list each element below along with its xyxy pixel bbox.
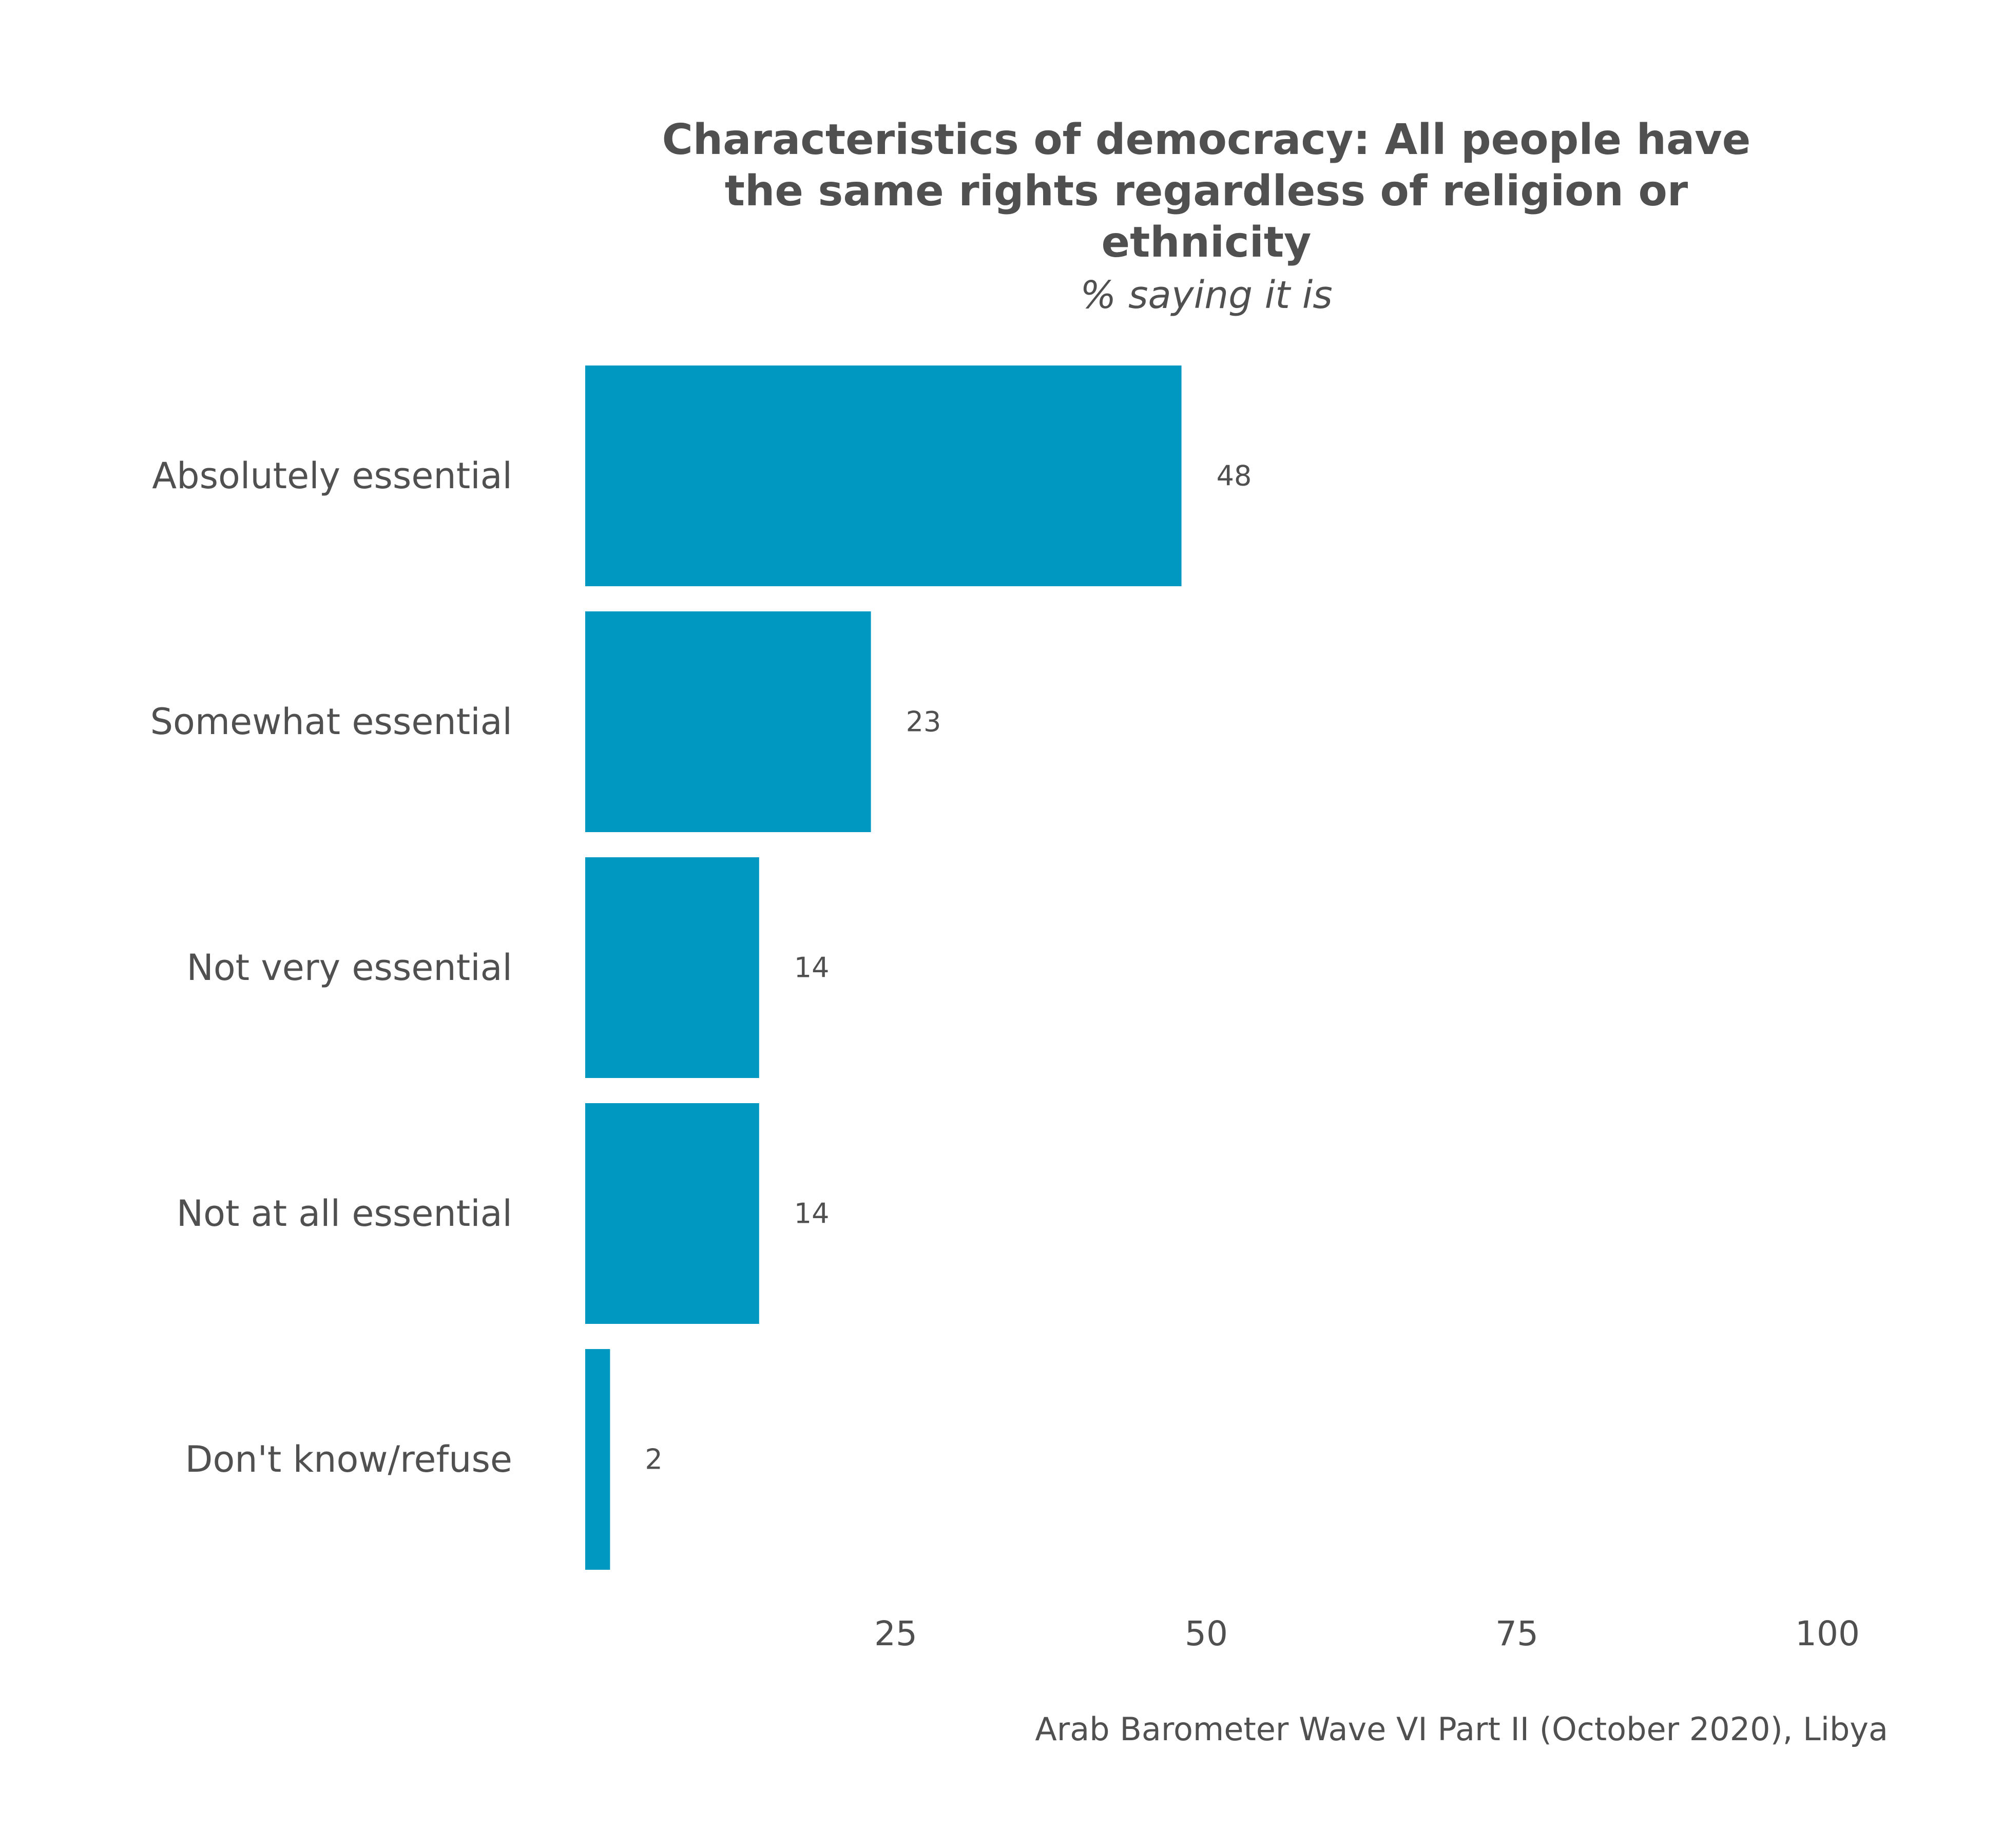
value-label-don-t-know-refuse: 2 <box>645 1443 662 1476</box>
value-label-not-very-essential: 14 <box>794 952 830 984</box>
category-label-absolutely-essential: Absolutely essential <box>152 455 512 497</box>
bar-not-very-essential <box>585 857 759 1078</box>
bar-absolutely-essential <box>585 365 1182 586</box>
bar-don-t-know-refuse <box>585 1349 610 1570</box>
x-tick-label-75: 75 <box>1495 1614 1538 1653</box>
bar-somewhat-essential <box>585 611 871 832</box>
x-tick-label-100: 100 <box>1795 1614 1860 1653</box>
category-labels: Absolutely essential Somewhat essential No… <box>150 455 512 1480</box>
category-label-somewhat-essential: Somewhat essential <box>150 701 512 743</box>
bar-not-at-all-essential <box>585 1103 759 1324</box>
value-label-somewhat-essential: 23 <box>906 706 941 738</box>
chart-subtitle: % saying it is <box>1080 273 1333 317</box>
category-label-don-t-know-refuse: Don't know/refuse <box>185 1438 512 1480</box>
x-axis-ticks: 25 50 75 100 <box>874 1614 1860 1653</box>
bars <box>585 365 1182 1570</box>
chart-title: Characteristics of democracy: All people… <box>662 116 1751 267</box>
chart-caption: Arab Barometer Wave VI Part II (October … <box>1035 1710 1888 1748</box>
chart-title-line-2: the same rights regardless of religion o… <box>725 167 1688 216</box>
value-label-not-at-all-essential: 14 <box>794 1198 830 1230</box>
value-label-absolutely-essential: 48 <box>1217 460 1252 492</box>
category-label-not-at-all-essential: Not at all essential <box>177 1192 512 1235</box>
x-tick-label-25: 25 <box>874 1614 917 1653</box>
category-label-not-very-essential: Not very essential <box>186 947 512 989</box>
chart-title-line-3: ethnicity <box>1101 218 1311 267</box>
chart-title-line-1: Characteristics of democracy: All people… <box>662 116 1751 164</box>
value-labels: 48 23 14 14 2 <box>645 460 1252 1476</box>
x-tick-label-50: 50 <box>1185 1614 1228 1653</box>
